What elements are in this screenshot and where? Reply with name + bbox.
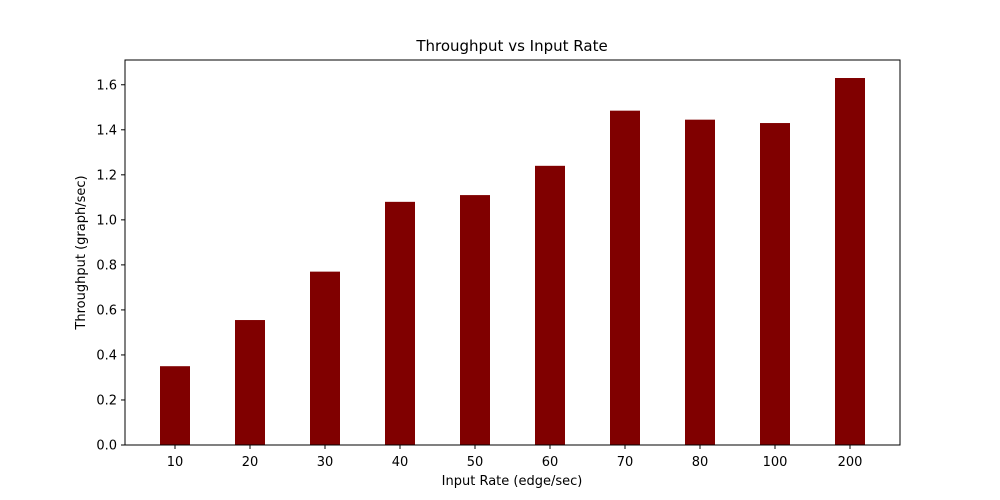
y-axis-ticks: 0.0 0.2 0.4 0.6 0.8 1.0 1.2 1.4 1.6 <box>96 78 125 454</box>
bar-100 <box>760 123 790 445</box>
y-tick-label: 0.8 <box>96 258 117 273</box>
bar-80 <box>685 119 715 445</box>
y-tick-label: 0.2 <box>96 393 117 408</box>
y-tick-label: 1.6 <box>96 78 117 93</box>
x-tick-label: 70 <box>617 455 634 470</box>
y-tick-label: 1.4 <box>96 123 117 138</box>
plot-frame <box>124 59 901 446</box>
x-tick-label: 10 <box>167 455 184 470</box>
x-tick-label: 80 <box>692 455 709 470</box>
y-tick-label: 0.4 <box>96 348 117 363</box>
x-tick-label: 20 <box>242 455 259 470</box>
bar-50 <box>460 195 490 445</box>
x-tick-label: 60 <box>542 455 559 470</box>
bar-70 <box>610 110 640 445</box>
x-tick-label: 200 <box>838 455 863 470</box>
y-tick-label: 1.2 <box>96 168 117 183</box>
bar-30 <box>310 271 340 445</box>
bar-10 <box>160 366 190 445</box>
y-tick-label: 0.6 <box>96 303 117 318</box>
x-tick-label: 40 <box>392 455 409 470</box>
chart-title: Throughput vs Input Rate <box>415 37 607 55</box>
x-tick-label: 100 <box>763 455 788 470</box>
y-tick-label: 0.0 <box>96 439 117 454</box>
x-tick-label: 50 <box>467 455 484 470</box>
bar-200 <box>835 78 865 446</box>
bar-40 <box>385 201 415 445</box>
bar-20 <box>235 320 265 445</box>
x-axis-ticks: 10 20 30 40 50 60 70 80 100 200 <box>167 445 863 470</box>
bars-group <box>160 78 865 446</box>
y-axis-label: Throughput (graph/sec) <box>74 175 89 330</box>
x-axis-label: Input Rate (edge/sec) <box>442 474 583 489</box>
bar-60 <box>535 165 565 445</box>
y-tick-label: 1.0 <box>96 213 117 228</box>
x-tick-label: 30 <box>317 455 334 470</box>
